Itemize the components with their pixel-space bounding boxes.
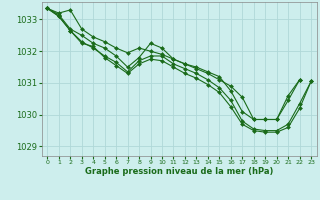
X-axis label: Graphe pression niveau de la mer (hPa): Graphe pression niveau de la mer (hPa) xyxy=(85,167,273,176)
